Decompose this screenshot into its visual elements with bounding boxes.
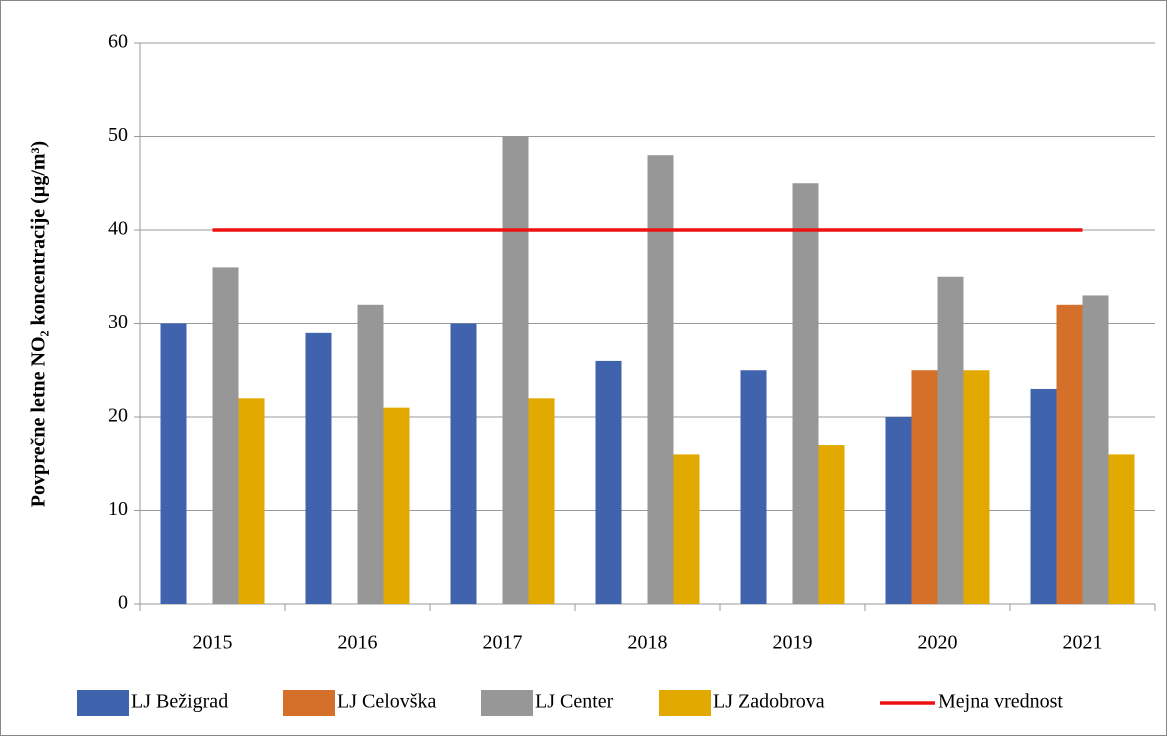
bar	[595, 360, 622, 604]
x-tick-label: 2016	[338, 632, 378, 654]
legend-label: Mejna vrednost	[938, 691, 1063, 713]
y-tick-label: 10	[108, 498, 128, 520]
legend-swatch	[77, 690, 129, 716]
bar	[885, 417, 912, 604]
bar	[673, 454, 700, 604]
legend-label: LJ Center	[535, 691, 614, 713]
legend-label: LJ Zadobrova	[713, 691, 825, 713]
bar	[1056, 304, 1083, 604]
bar	[160, 323, 187, 604]
legend-swatch	[481, 690, 533, 716]
bar	[818, 445, 845, 604]
y-tick-label: 40	[108, 218, 128, 240]
bar	[740, 370, 767, 604]
y-axis-label: Povprečne letne NO₂ koncentracije (µg/m³…	[28, 141, 50, 507]
x-tick-label: 2019	[773, 632, 813, 654]
x-tick-label: 2020	[918, 632, 958, 654]
legend-label: LJ Celovška	[337, 691, 437, 713]
bar	[305, 332, 332, 604]
bar	[357, 304, 384, 604]
bar	[1030, 388, 1057, 604]
y-tick-label: 60	[108, 31, 128, 53]
y-tick-label: 30	[108, 311, 128, 333]
bar	[937, 276, 964, 604]
x-tick-label: 2018	[628, 632, 668, 654]
legend-swatch	[283, 690, 335, 716]
bar	[502, 136, 529, 604]
y-tick-label: 20	[108, 405, 128, 427]
bar	[528, 398, 555, 604]
x-tick-label: 2017	[483, 632, 523, 654]
bar	[383, 407, 410, 604]
bar	[1108, 454, 1135, 604]
y-tick-label: 50	[108, 124, 128, 146]
bar	[450, 323, 477, 604]
x-tick-label: 2015	[193, 632, 233, 654]
bar	[212, 267, 239, 604]
bar	[647, 155, 674, 604]
bar	[238, 398, 265, 604]
y-tick-label: 0	[118, 592, 128, 614]
legend-swatch	[659, 690, 711, 716]
legend-label: LJ Bežigrad	[131, 691, 228, 713]
bar	[792, 183, 819, 604]
bar	[1082, 295, 1109, 604]
bar	[911, 370, 938, 604]
x-tick-label: 2021	[1063, 632, 1103, 654]
bar	[963, 370, 990, 604]
